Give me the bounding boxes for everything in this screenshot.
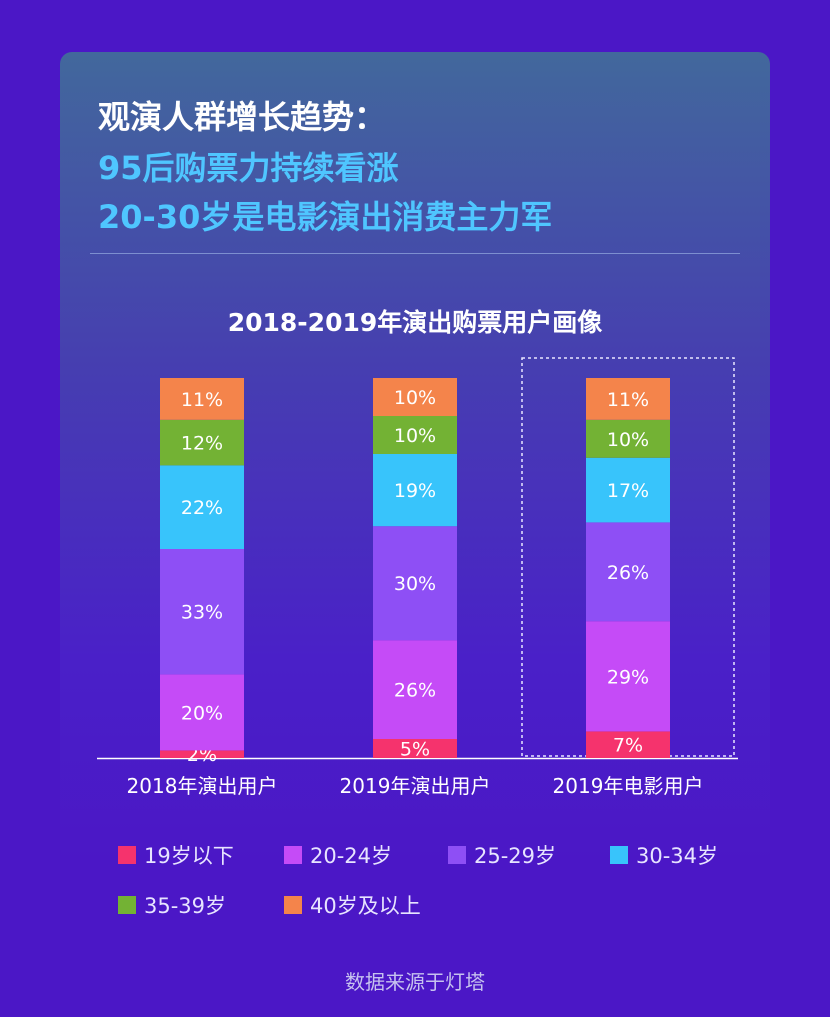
legend-label: 19岁以下 (144, 844, 234, 868)
bar-value-label: 30% (394, 573, 436, 595)
legend-item: 19岁以下 (118, 840, 234, 870)
bar-value-label: 10% (394, 425, 436, 447)
bar-segment (373, 640, 457, 739)
bar-segment (586, 731, 670, 758)
bar-value-label: 26% (607, 562, 649, 584)
bar-value-label: 20% (181, 702, 223, 724)
bar-value-label: 10% (607, 429, 649, 451)
bar-segment (373, 526, 457, 641)
bar-segment (160, 674, 244, 751)
bar-segment (160, 465, 244, 549)
bar-value-label: 7% (613, 735, 643, 757)
legend-label: 25-29岁 (474, 844, 557, 868)
x-tick-label: 2019年电影用户 (553, 774, 704, 798)
headline: 观演人群增长趋势： (98, 98, 387, 136)
legend-label: 35-39岁 (144, 894, 227, 918)
legend-item: 25-29岁 (448, 840, 556, 870)
bar-value-label: 17% (607, 480, 649, 502)
legend-swatch (610, 846, 628, 864)
bar-value-label: 5% (400, 739, 430, 761)
bar-value-label: 26% (394, 680, 436, 702)
bar-segment (586, 419, 670, 458)
legend-swatch (118, 896, 136, 914)
chart-title: 2018-2019年演出购票用户画像 (227, 308, 603, 337)
legend-item: 20-24岁 (284, 840, 392, 870)
bar-segment (373, 739, 457, 758)
x-tick-label: 2018年演出用户 (127, 774, 278, 798)
bar-segment (586, 457, 670, 523)
bar-value-label: 10% (394, 387, 436, 409)
bar-value-label: 29% (607, 666, 649, 688)
legend-swatch (284, 846, 302, 864)
bar-segment (586, 621, 670, 732)
data-source-note: 数据来源于灯塔 (345, 970, 485, 994)
legend-swatch (448, 846, 466, 864)
legend-item: 35-39岁 (118, 890, 226, 920)
legend-label: 30-34岁 (636, 844, 719, 868)
legend-item: 30-34岁 (610, 840, 718, 870)
bar-value-label: 33% (181, 602, 223, 624)
legend-label: 40岁及以上 (310, 894, 421, 918)
bar-value-label: 19% (394, 480, 436, 502)
bar-segment (373, 416, 457, 454)
bar-segment (160, 549, 244, 675)
x-tick-label: 2019年演出用户 (340, 774, 491, 798)
bar-segment (373, 378, 457, 416)
bar-value-label: 11% (181, 389, 223, 411)
bar-segment (586, 522, 670, 622)
bar-segment (586, 378, 670, 420)
legend-label: 20-24岁 (310, 844, 393, 868)
bar-value-label: 22% (181, 497, 223, 519)
legend-swatch (284, 896, 302, 914)
subheadline-2: 20-30岁是电影演出消费主力军 (98, 198, 553, 236)
legend-swatch (118, 846, 136, 864)
bar-segment (160, 750, 244, 758)
subheadline-1: 95后购票力持续看涨 (98, 149, 399, 187)
bar-segment (160, 378, 244, 420)
bar-segment (373, 454, 457, 527)
legend-item: 40岁及以上 (284, 890, 421, 920)
bar-value-label: 12% (181, 433, 223, 455)
bar-value-label: 11% (607, 389, 649, 411)
stacked-bar-chart: 2%20%33%22%12%11%2018年演出用户5%26%30%19%10%… (97, 357, 738, 798)
bar-segment (160, 419, 244, 466)
divider-line (90, 253, 740, 254)
